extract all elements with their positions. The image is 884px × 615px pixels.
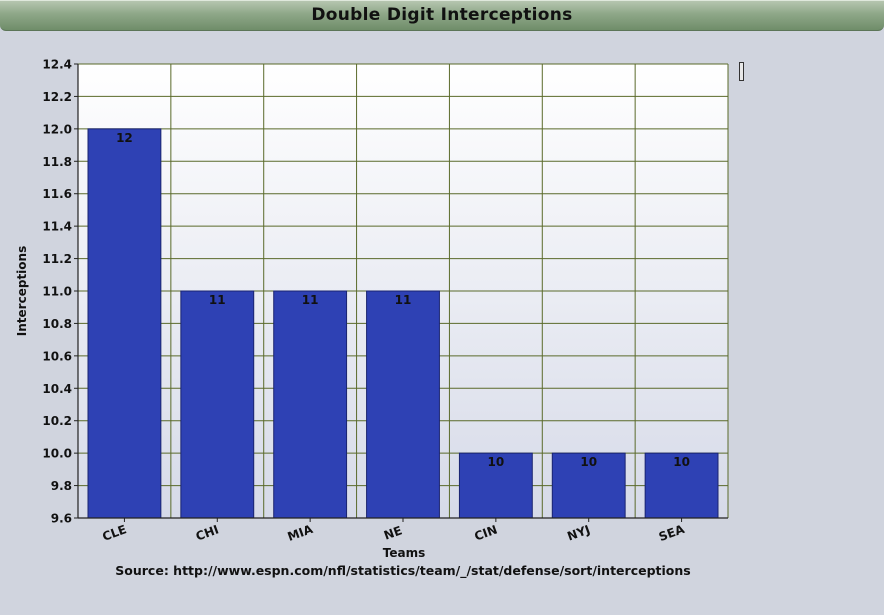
data-label: 11 [209, 293, 226, 307]
y-tick-label: 12.0 [42, 122, 72, 136]
data-labels: 12 11 11 11 10 10 10 [116, 131, 690, 469]
y-tick-label: 10.6 [42, 349, 72, 363]
axes [74, 63, 728, 522]
x-tick-label: NYJ [565, 522, 592, 543]
scroll-handle[interactable] [739, 62, 744, 81]
y-tick-label: 10.2 [42, 414, 72, 428]
y-tick-label: 11.4 [42, 220, 72, 234]
y-tick-label: 10.0 [42, 447, 72, 461]
x-tick-label: NE [382, 523, 404, 542]
y-tick-label: 11.2 [42, 252, 72, 266]
x-tick-label: CIN [473, 522, 500, 543]
y-tick-label: 12.2 [42, 90, 72, 104]
y-tick-label: 12.4 [42, 58, 72, 72]
bar-mia [273, 290, 348, 519]
y-tick-label: 11.0 [42, 285, 72, 299]
title-bar: Double Digit Interceptions [0, 0, 884, 31]
y-tick-label: 9.6 [51, 512, 72, 526]
y-tick-label: 11.6 [42, 187, 72, 201]
x-axis-label: Teams [383, 546, 425, 560]
bar-cin [458, 452, 533, 519]
bar-ne [366, 290, 440, 519]
data-label: 10 [580, 455, 597, 469]
chart-title: Double Digit Interceptions [311, 5, 573, 25]
bar-sea [644, 452, 719, 519]
y-tick-label: 10.8 [42, 317, 72, 331]
y-tick-label: 9.8 [51, 479, 72, 493]
x-tick-label: MIA [286, 522, 316, 544]
x-tick-label: SEA [657, 522, 687, 544]
x-tick-label: CLE [100, 522, 128, 544]
data-label: 10 [488, 455, 505, 469]
source-note: Source: http://www.espn.com/nfl/statisti… [115, 563, 691, 578]
bars [87, 128, 719, 519]
data-label: 10 [673, 455, 690, 469]
bar-cle [87, 128, 162, 519]
bar-chi [180, 290, 255, 519]
bar-nyj [551, 452, 626, 519]
data-label: 11 [302, 293, 319, 307]
y-tick-label: 10.4 [42, 382, 72, 396]
data-label: 12 [116, 131, 133, 145]
y-axis-label: Interceptions [15, 246, 29, 336]
data-label: 11 [395, 293, 412, 307]
y-tick-label: 11.8 [42, 155, 72, 169]
x-tick-label: CHI [194, 522, 221, 543]
